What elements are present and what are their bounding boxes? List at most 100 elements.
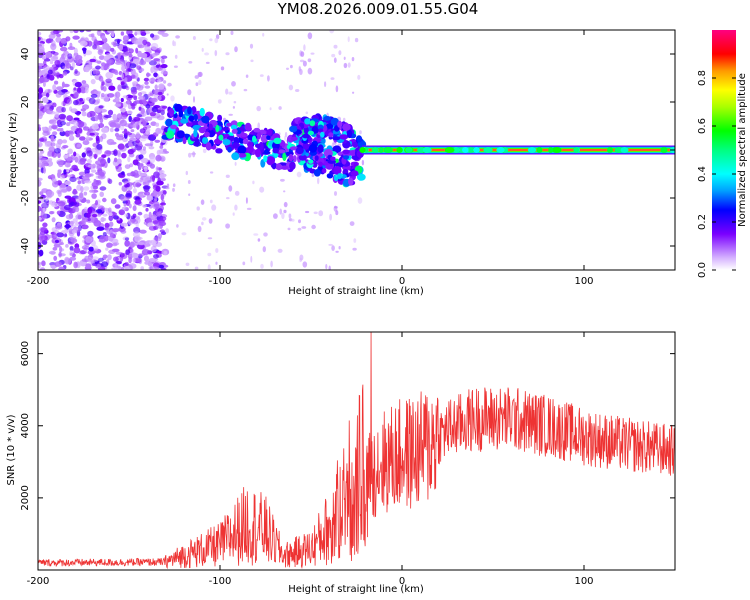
drift-band-blob [174,103,183,112]
faint-speck [299,59,305,63]
noise-blob [95,200,98,206]
faint-speck [200,199,205,205]
noise-blob [87,217,91,222]
faint-speck [335,250,339,253]
faint-speck [252,180,255,185]
noise-blob [147,261,153,267]
noise-blob [42,222,48,228]
faint-speck [338,50,342,56]
drift-band-blob [193,113,198,121]
noise-blob [100,65,107,71]
drift-band-blob [267,128,272,136]
carrier-blob [462,147,470,153]
noise-blob [62,145,69,149]
noise-blob [140,30,146,34]
secondary-band-blob [330,117,339,126]
noise-blob [75,59,81,66]
noise-blob [73,30,79,34]
faint-speck [357,197,363,204]
noise-blob [109,221,114,227]
noise-blob [50,43,57,51]
noise-blob [65,214,74,220]
faint-speck [211,204,217,211]
noise-blob [117,53,121,60]
faint-speck [166,183,170,188]
noise-blob [158,221,167,226]
drift-band-blob [244,122,252,131]
drift-band-blob [348,177,354,186]
noise-blob [82,47,87,55]
noise-blob [135,236,143,240]
spectrogram-marks [38,30,675,270]
noise-blob [73,261,78,269]
faint-speck [328,265,331,270]
noise-blob [96,163,102,170]
noise-blob [132,58,140,64]
faint-speck [307,58,312,63]
drift-band-blob [292,155,297,163]
noise-blob [153,254,159,259]
noise-blob [75,133,81,138]
faint-speck [347,36,350,43]
faint-speck [354,37,359,43]
noise-blob [120,115,127,120]
noise-blob [60,46,68,52]
noise-blob [99,191,104,197]
drift-band-blob [313,169,321,177]
noise-blob [115,91,121,99]
noise-blob [109,232,115,238]
faint-speck [297,227,302,231]
carrier-blob [371,147,379,153]
noise-blob [114,204,121,209]
noise-blob [76,184,82,191]
noise-blob [130,74,136,79]
faint-speck [225,88,229,95]
secondary-band-blob [323,116,332,121]
noise-blob [129,241,135,249]
drift-band-blob [308,159,314,164]
noise-blob [141,249,150,256]
noise-blob [128,263,137,269]
noise-blob [97,171,105,176]
drift-band-blob [333,166,342,175]
noise-blob [102,254,108,259]
secondary-band-blob [352,141,358,148]
noise-blob [38,249,44,257]
faint-speck [351,57,355,62]
drift-band-blob [295,147,304,155]
noise-blob [95,135,100,142]
noise-blob [98,123,105,128]
noise-blob [92,153,99,159]
noise-blob [86,212,91,218]
noise-blob [110,31,115,38]
drift-band-blob [266,135,271,140]
noise-blob [132,188,137,194]
noise-blob [41,126,46,130]
faint-speck [302,261,308,268]
faint-speck [278,106,282,110]
carrier-blob [483,147,493,153]
noise-blob [160,216,167,222]
noise-blob [79,136,86,141]
carrier-blob [660,147,668,153]
noise-blob [151,52,156,58]
noise-blob [120,31,125,36]
faint-speck [267,75,270,82]
faint-speck [311,173,315,177]
noise-blob [74,54,83,61]
noise-blob [38,180,42,187]
noise-blob [67,197,72,204]
faint-speck [335,85,339,93]
secondary-band-blob [328,132,334,138]
noise-blob [149,239,157,246]
noise-blob [161,55,168,59]
x-tick-label: -100 [209,576,232,587]
noise-blob [101,35,106,40]
drift-band-blob [215,148,223,154]
faint-speck [209,171,214,174]
noise-blob [126,100,130,106]
noise-blob [88,33,94,38]
noise-blob [69,256,77,261]
noise-blob [115,61,123,65]
noise-blob [158,83,165,90]
